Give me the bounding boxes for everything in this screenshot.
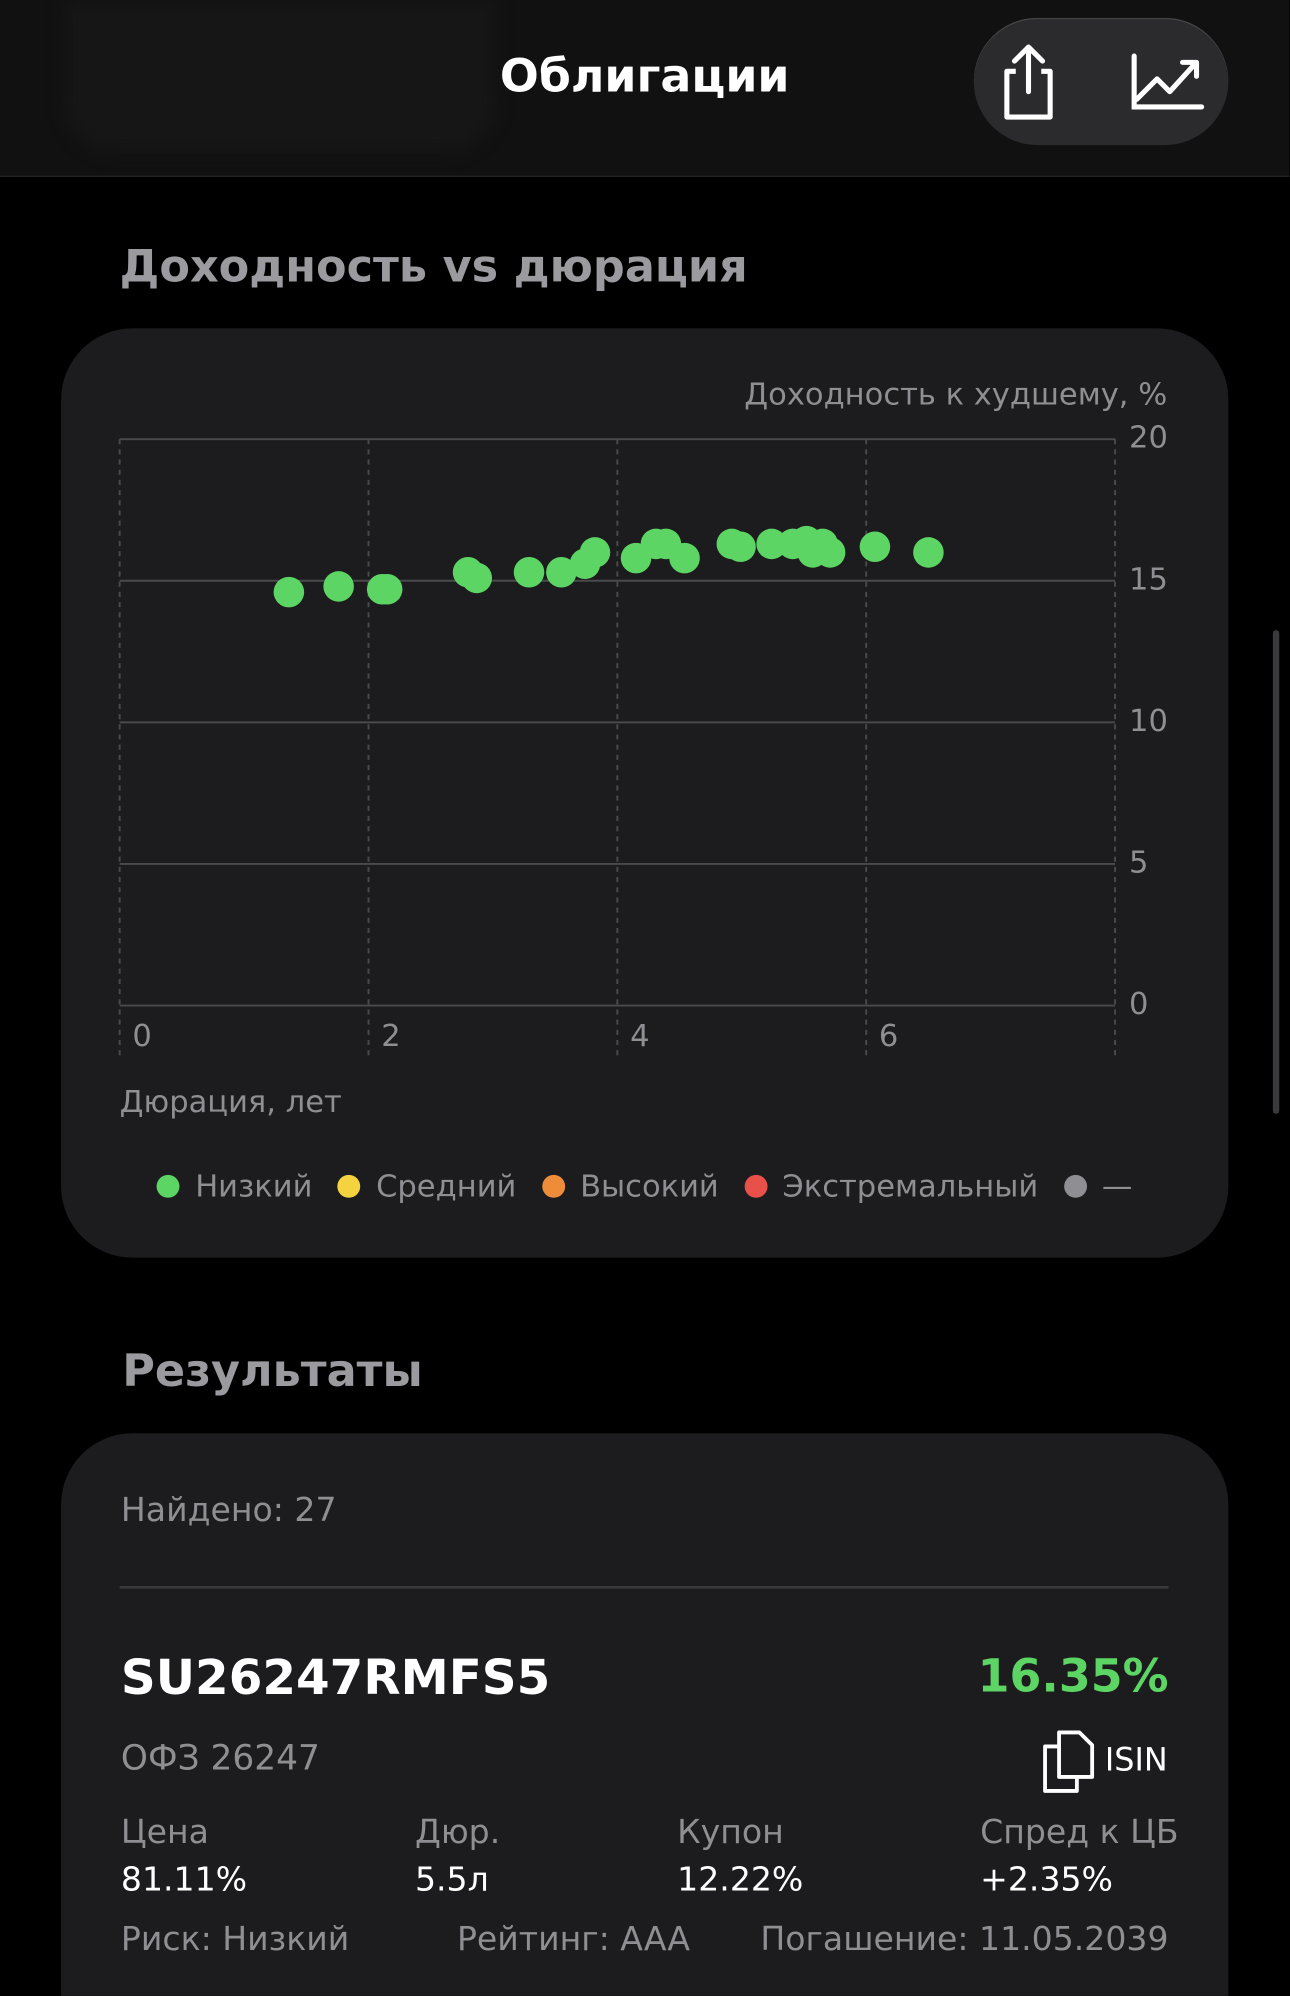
legend-label: — (1101, 1168, 1133, 1205)
y-tick-label: 0 (1129, 987, 1148, 1022)
x-tick-label: 6 (879, 1019, 898, 1054)
y-axis-title: Доходность к худшему, % (744, 377, 1167, 412)
bond-name: ОФЗ 26247 (120, 1738, 320, 1779)
field-value: 81.11% (120, 1860, 248, 1900)
point (913, 537, 944, 568)
legend-item: Экстремальный (744, 1168, 1039, 1205)
point (546, 556, 577, 588)
legend-item: Низкий (157, 1168, 313, 1205)
legend-swatch (541, 1174, 565, 1198)
point (371, 573, 403, 605)
field-label: Дюр. (414, 1813, 501, 1853)
scrollbar (1272, 630, 1280, 1114)
point (323, 571, 354, 602)
rating: Рейтинг: AAA (456, 1920, 691, 1959)
x-tick-label: 0 (132, 1019, 151, 1054)
section-title: Результаты (122, 1346, 423, 1398)
field-label: Спред к ЦБ (980, 1813, 1179, 1853)
point (513, 556, 545, 588)
chart-card (61, 328, 1229, 1258)
results-card (61, 1433, 1229, 1996)
toolbar-group (973, 17, 1229, 146)
found-count: Найдено: 27 (120, 1491, 337, 1531)
legend-label: Экстремальный (782, 1168, 1039, 1205)
legend-item: Средний (337, 1168, 517, 1205)
chart: Доходность к худшему, % Дюрация, лет 0 5 1… (118, 377, 1168, 1120)
field-value: 5.5л (414, 1860, 489, 1900)
field-value: 12.22% (677, 1860, 804, 1900)
legend-swatch (1063, 1174, 1087, 1198)
nav-title: Облигации (499, 50, 790, 104)
x-tick-label: 2 (381, 1019, 400, 1054)
legend: Низкий Средний Высокий Экстремальный — (61, 1168, 1228, 1205)
legend-swatch (157, 1174, 180, 1198)
chart-button[interactable] (1129, 53, 1205, 112)
bond-yield: 16.35% (977, 1650, 1169, 1704)
y-tick-label: 15 (1129, 562, 1168, 597)
blurred-content (63, 0, 497, 153)
point (814, 537, 846, 568)
field-value: +2.35% (980, 1860, 1114, 1900)
legend-item: — (1063, 1168, 1133, 1205)
bond-isin[interactable]: SU26247RMFS5 (120, 1649, 551, 1706)
point (859, 531, 891, 563)
x-axis-title: Дюрация, лет (120, 1085, 342, 1120)
legend-item: Высокий (541, 1168, 719, 1205)
point (725, 531, 756, 563)
isin-button[interactable]: ISIN (1104, 1741, 1168, 1779)
maturity: Погашение: 11.05.2039 (760, 1920, 1169, 1959)
point (669, 542, 700, 574)
risk: Риск: Низкий (120, 1920, 350, 1959)
share-button[interactable] (997, 43, 1061, 122)
legend-label: Средний (376, 1168, 517, 1205)
copy-icon[interactable] (1041, 1729, 1097, 1795)
legend-label: Высокий (580, 1168, 719, 1205)
section-title: Доходность vs дюрация (119, 241, 748, 293)
y-tick-label: 20 (1129, 421, 1168, 456)
divider (119, 1586, 1169, 1589)
legend-label: Низкий (195, 1168, 313, 1205)
field-label: Цена (120, 1813, 209, 1853)
point (579, 537, 611, 568)
x-tick-label: 4 (630, 1019, 649, 1054)
point (273, 576, 305, 608)
point (461, 562, 493, 594)
point (756, 528, 787, 560)
legend-swatch (744, 1174, 768, 1198)
y-tick-label: 10 (1129, 704, 1168, 739)
legend-swatch (337, 1174, 361, 1198)
field-label: Купон (677, 1813, 784, 1853)
y-tick-label: 5 (1129, 845, 1148, 880)
